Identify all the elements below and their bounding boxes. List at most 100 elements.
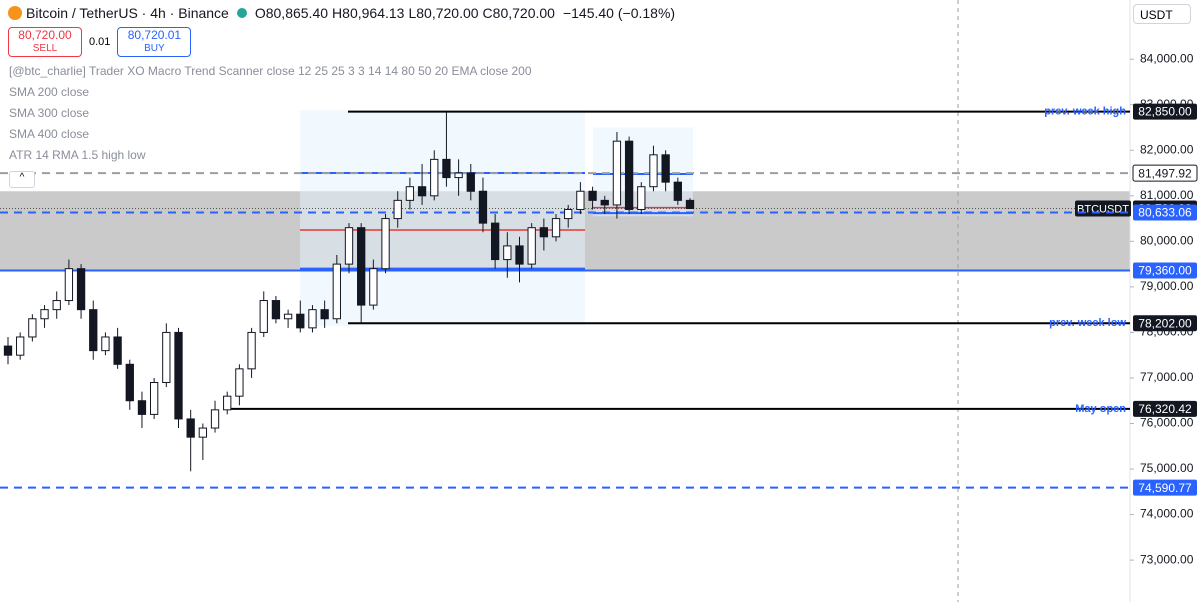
price-tag-label: 74,590.77 [1138,481,1192,495]
candle-body [454,172,463,179]
candle-body [393,199,402,220]
candle-body [198,427,208,438]
candle-body [137,400,147,415]
candle-body [539,227,549,238]
sell-button[interactable]: 80,720.00 SELL [8,27,82,57]
ohlc-value: 80,720.00 [416,5,479,21]
y-tick-label: 81,000.00 [1140,188,1194,202]
ohlc-value: 80,720.00 [492,5,555,21]
candle-body [624,140,634,210]
candle-body [89,309,98,352]
candle-body [588,190,597,201]
level-label: May open [1075,403,1126,415]
candle-body [673,181,682,201]
candle-body [40,309,49,320]
y-tick-label: 74,000.00 [1140,507,1194,521]
indicator: [@btc_charlie] Trader XO Macro Trend Sca… [9,64,532,78]
price-tag-label: 78,202.00 [1138,316,1192,330]
candle-body [296,313,305,329]
y-tick-label: 75,000.00 [1140,461,1194,475]
candle-body [551,218,561,238]
ohlc-value: 80,964.13 [342,5,405,21]
candle-body [490,222,500,261]
y-tick-label: 84,000.00 [1140,51,1194,65]
candle-body [28,318,37,338]
indicator: SMA 300 close [9,106,90,120]
ohlc-key: H [332,5,343,21]
ohlc: O80,865.40 H80,964.13 L80,720.00 C80,720.00 [255,5,559,21]
candle-body [637,186,646,210]
y-tick-label: 79,000.00 [1140,279,1194,293]
candle-body [271,300,281,320]
candle-body [259,300,268,333]
symbol-tag [1075,200,1131,217]
indicator: SMA 200 close [9,85,90,99]
level-label: prev. week high [1044,105,1126,117]
price-tag [1133,103,1197,120]
candle-body [405,186,415,201]
symbol: Bitcoin / TetherUS · 4h · Binance [26,5,229,21]
candle-body [417,186,427,197]
ohlc-key: L [408,5,417,21]
indicator: ATR 14 RMA 1.5 high low [9,148,146,162]
price-tag [1133,204,1197,221]
candle-body [612,140,622,206]
candle-body [223,395,232,411]
candle-body [125,363,134,402]
ohlc-key: C [482,5,493,21]
candle-body [369,268,378,306]
candle-body [113,336,122,365]
buy-price: 80,720.01 [127,28,182,42]
y-tick-label: 77,000.00 [1140,370,1194,384]
candle-body [320,309,329,320]
candle-body [308,309,317,329]
price-tag [1132,164,1198,182]
candle-body [357,227,366,306]
collapse-button[interactable]: ^ [9,171,35,188]
level-label: prev. week low [1049,317,1126,329]
candle-body [685,199,695,210]
candle-body [503,245,512,261]
candle-body [466,172,475,192]
symbol-tag-label: BTCUSDT [1077,203,1129,215]
price-tag-label: 81,497.92 [1138,166,1192,180]
price-tag [1133,400,1197,417]
candle-body [101,336,110,352]
candle-body [3,345,13,356]
price-tag-label: 80,633.06 [1138,206,1192,220]
header: Bitcoin / TetherUS · 4h · Binance O80,865… [8,5,675,21]
price-tag [1133,479,1197,496]
candle-body [64,268,74,302]
candle-body [16,336,25,356]
price-tag [1133,262,1197,279]
candle-body [149,382,159,415]
candle-body [332,263,341,320]
sell-price: 80,720.00 [18,28,72,42]
candle-body [235,368,244,397]
price-tag [1133,315,1197,332]
candle-body [600,199,609,206]
indicator: SMA 400 close [9,127,90,141]
y-tick-label: 82,000.00 [1140,142,1194,156]
sell-label: SELL [32,43,58,54]
candle-body [344,227,354,265]
candle-body [515,245,524,265]
profile-box [300,110,585,326]
candle-body [52,300,61,311]
y-tick-label: 80,000.00 [1140,234,1194,248]
y-tick-label: 76,000.00 [1140,416,1194,430]
price-tag-label: 79,360.00 [1138,264,1192,278]
buy-button[interactable]: 80,720.01 BUY [117,27,192,57]
buy-label: BUY [144,43,165,54]
candle-body [186,418,195,438]
candle-body [210,409,220,429]
candle-body [576,190,585,210]
candle-body [76,268,86,311]
candle-body [162,331,171,384]
candle-body [442,158,451,179]
coin-icon [8,6,22,20]
currency[interactable]: USDT [1133,4,1191,24]
trade-panel: 80,720.00 SELL 0.01 80,720.01 BUY [8,27,192,57]
